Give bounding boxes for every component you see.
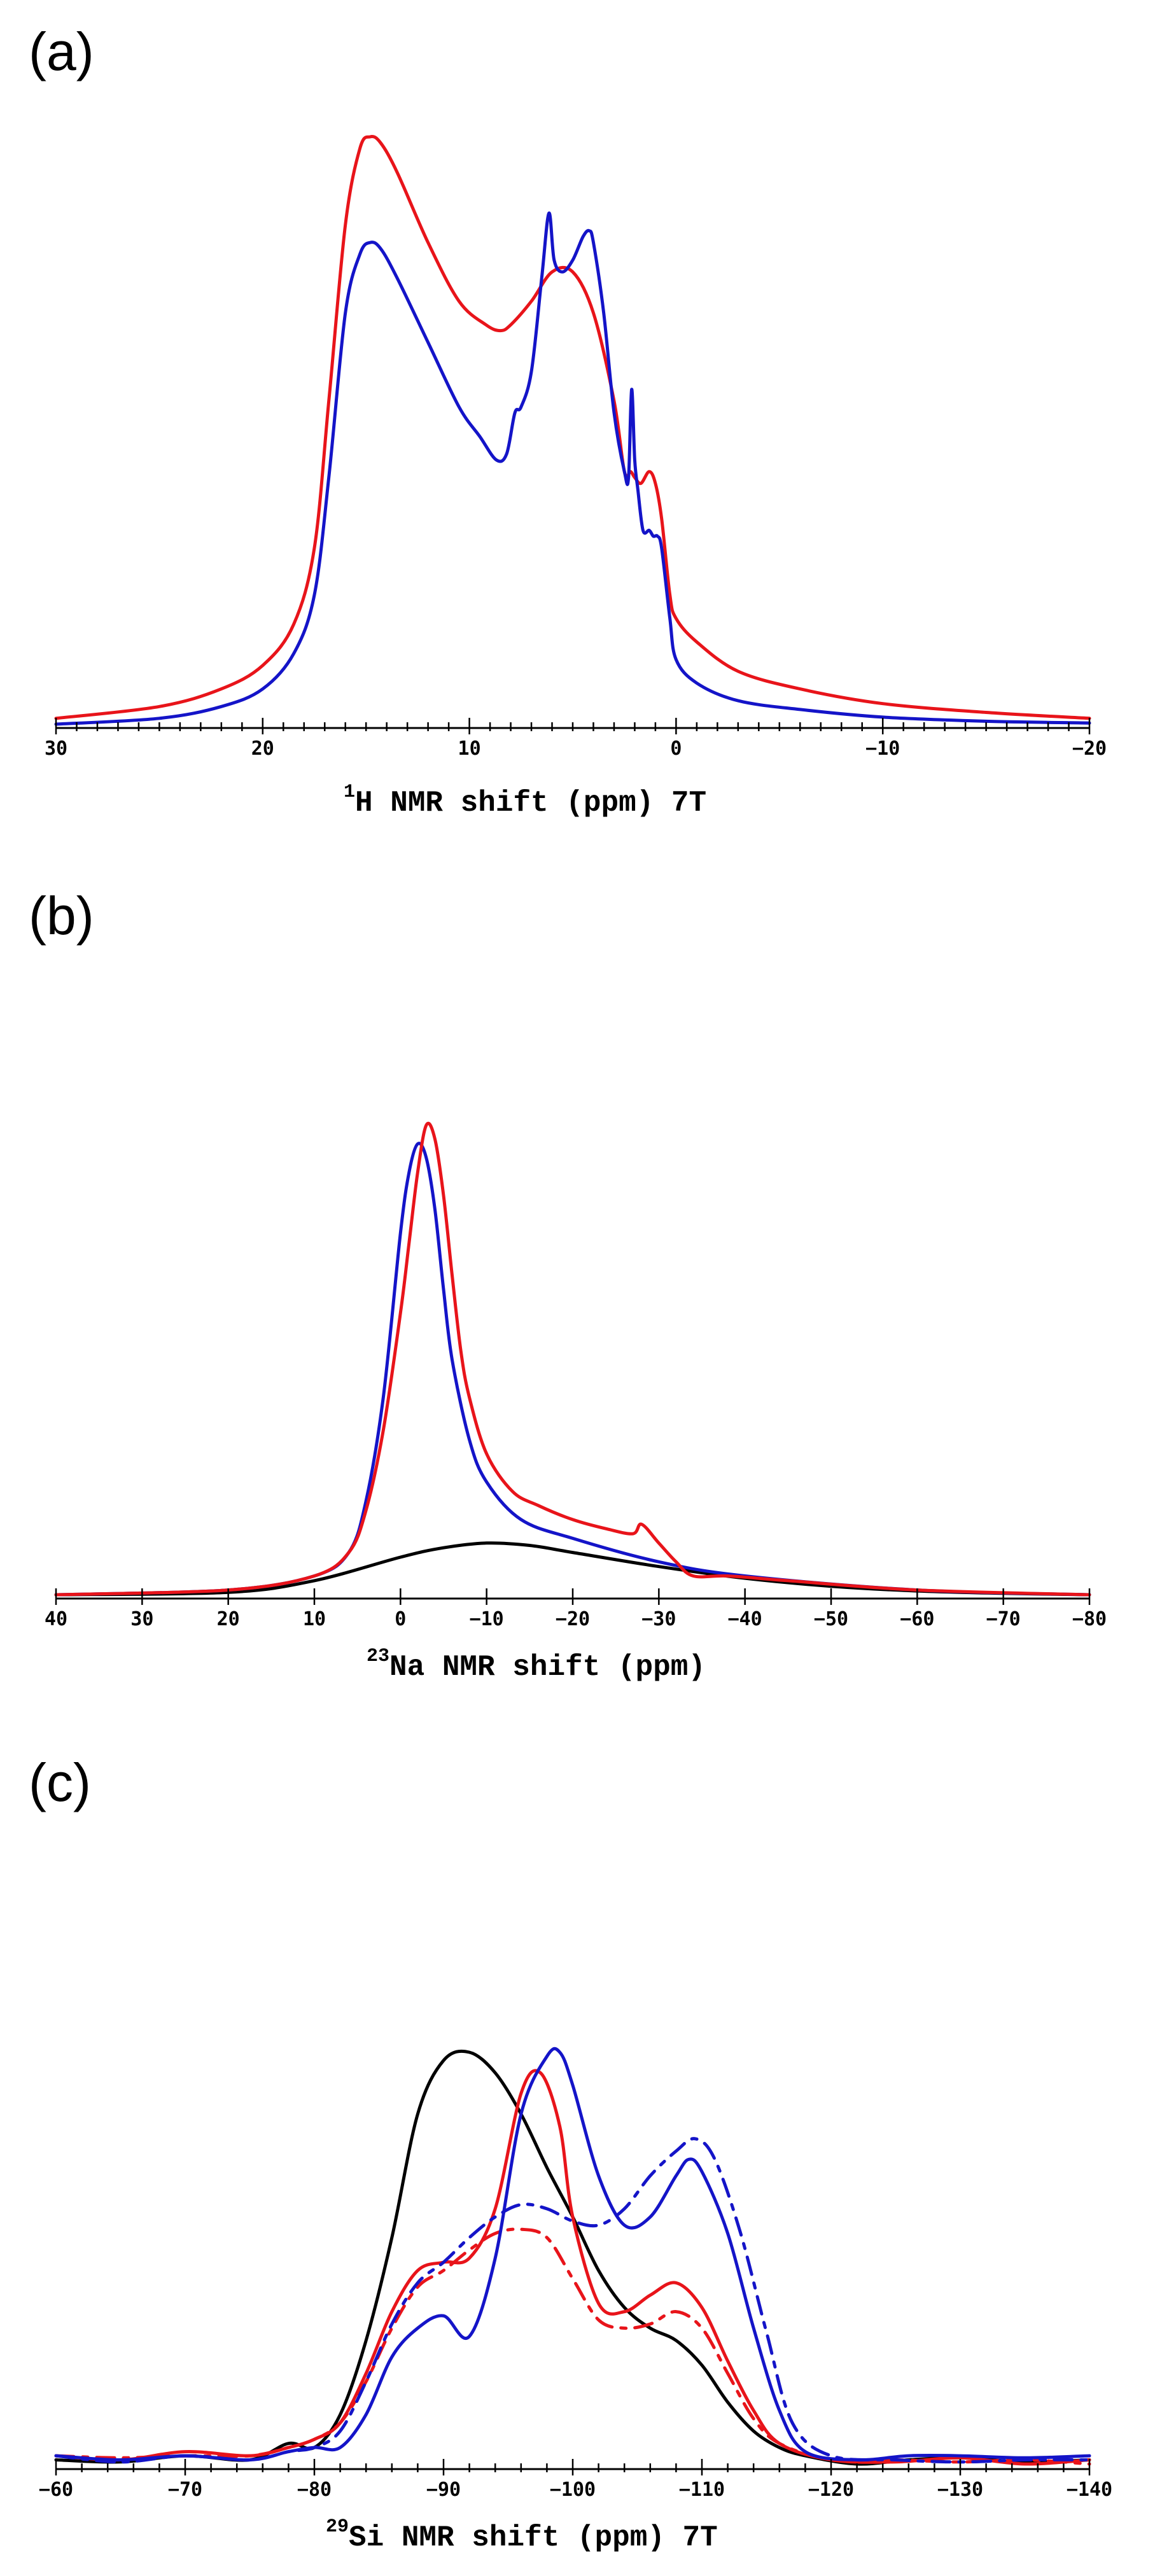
- panel-c-axis-title: 29Si NMR shift (ppm) 7T: [326, 2516, 718, 2554]
- panel-c-axis-title-text: Si NMR shift (ppm) 7T: [349, 2521, 718, 2554]
- panel-a-tick-label: 0: [670, 738, 682, 760]
- panel-c-tick-label: −130: [937, 2479, 983, 2501]
- panel-a-tick-label: 20: [251, 738, 274, 760]
- panel-c-tick-label: −90: [426, 2479, 461, 2501]
- panel-b-tick-label: −80: [1072, 1608, 1107, 1630]
- panel-a-tick-label: −20: [1072, 738, 1107, 760]
- panel-c-tick-label: −140: [1067, 2479, 1112, 2501]
- panel-c-ticks: −60 −70 −80 −90 −100 −110 −120 −130 −140: [39, 2459, 1112, 2501]
- panel-a-axis-title-text: H NMR shift (ppm) 7T: [355, 787, 706, 820]
- panel-b-tick-label: 10: [303, 1608, 326, 1630]
- panel-b-series-group: [54, 1121, 1091, 1597]
- panel-c-series-blue-dashed: [54, 2137, 1091, 2464]
- panel-a: (a) 30 20 10 0 −10 −20 1H NMR shift (ppm) 7T: [29, 22, 1107, 820]
- panel-c-series-black: [54, 2049, 1091, 2466]
- panel-a-tick-label: −10: [865, 738, 900, 760]
- panel-b-tick-label: 0: [395, 1608, 406, 1630]
- panel-b-series-blue: [54, 1142, 1091, 1597]
- panel-b-tick-label: −20: [556, 1608, 590, 1630]
- panel-b: (b) 40 30 20 10 0 −10 −20 −30 −40 −50 −60 −70 −80 23…: [29, 886, 1107, 1684]
- panel-c-series-red-dashed: [54, 2227, 1091, 2466]
- panel-c-tick-label: −100: [550, 2479, 596, 2501]
- panel-b-tick-label: 30: [130, 1608, 153, 1630]
- panel-c-tick-label: −120: [808, 2479, 854, 2501]
- panel-b-ticks: 40 30 20 10 0 −10 −20 −30 −40 −50 −60 −70 −80: [45, 1588, 1107, 1630]
- panel-c-nucleus-superscript: 29: [326, 2516, 349, 2538]
- panel-a-label: (a): [29, 22, 94, 81]
- panel-b-tick-label: 20: [217, 1608, 240, 1630]
- panel-a-series-group: [54, 135, 1091, 726]
- panel-b-axis-title-text: Na NMR shift (ppm): [389, 1651, 706, 1684]
- panel-c-series-red-solid: [54, 2069, 1091, 2466]
- panel-a-axis-title: 1H NMR shift (ppm) 7T: [344, 781, 706, 820]
- panel-b-tick-label: −30: [641, 1608, 676, 1630]
- panel-a-tick-label: 10: [458, 738, 481, 760]
- panel-c-series-group: [54, 2047, 1091, 2466]
- panel-b-nucleus-superscript: 23: [367, 1646, 389, 1667]
- panel-a-series-red: [54, 135, 1091, 720]
- panel-b-tick-label: −10: [470, 1608, 504, 1630]
- panel-c-label: (c): [29, 1753, 91, 1812]
- panel-a-series-blue: [54, 211, 1091, 726]
- panel-c: (c) −60 −70 −80 −90 −100 −110 −120 −130 −140 29S…: [29, 1753, 1112, 2554]
- panel-c-tick-label: −80: [297, 2479, 332, 2501]
- panel-c-tick-label: −60: [39, 2479, 73, 2501]
- panel-a-nucleus-superscript: 1: [344, 781, 355, 803]
- panel-b-tick-label: 40: [45, 1608, 67, 1630]
- panel-c-tick-label: −110: [679, 2479, 725, 2501]
- panel-b-tick-label: −50: [814, 1608, 848, 1630]
- panel-c-tick-label: −70: [168, 2479, 202, 2501]
- panel-a-tick-label: 30: [45, 738, 67, 760]
- panel-b-series-black: [54, 1541, 1091, 1597]
- panel-b-series-red: [54, 1121, 1091, 1597]
- panel-b-axis-title: 23Na NMR shift (ppm): [367, 1646, 706, 1684]
- panel-b-tick-label: −60: [900, 1608, 934, 1630]
- panel-c-series-blue-solid: [54, 2047, 1091, 2462]
- panel-b-tick-label: −40: [728, 1608, 762, 1630]
- panel-b-tick-label: −70: [986, 1608, 1021, 1630]
- panel-a-ticks: 30 20 10 0 −10 −20: [45, 718, 1107, 760]
- panel-b-label: (b): [29, 886, 94, 946]
